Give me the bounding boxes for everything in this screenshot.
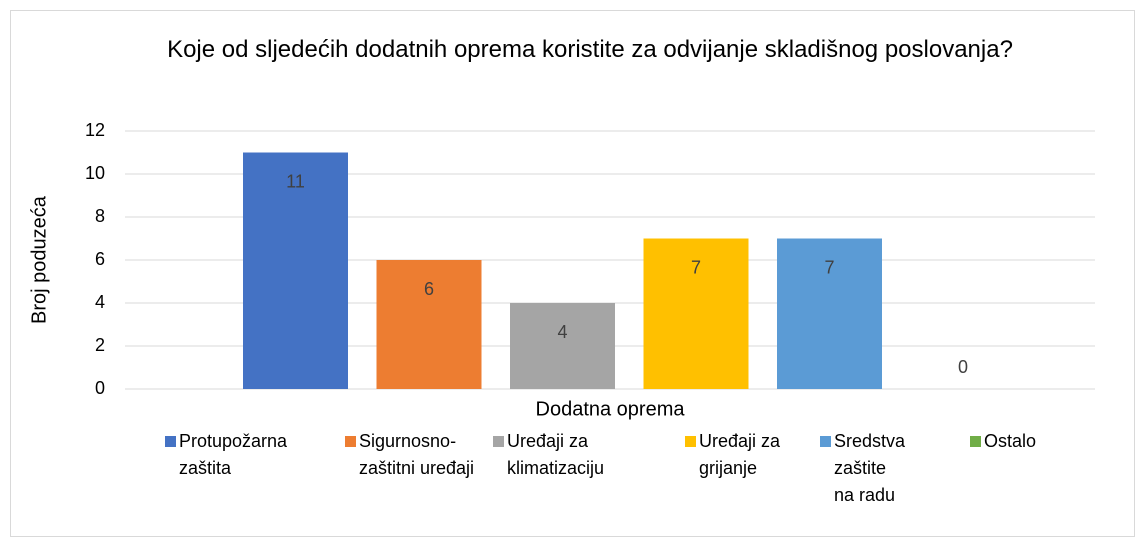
- legend-swatch: [685, 436, 696, 447]
- chart-frame: [10, 10, 1135, 537]
- legend-label: Uređaji za grijanje: [699, 431, 781, 478]
- x-axis-label: Dodatna oprema: [536, 398, 686, 420]
- bar: [777, 238, 882, 389]
- y-axis-label: Broj poduzeća: [28, 195, 50, 324]
- data-label: 0: [958, 357, 968, 377]
- y-tick-label: 10: [85, 163, 105, 183]
- y-tick-label: 6: [95, 249, 105, 269]
- legend-item: Protupožarna zaštita: [165, 428, 339, 482]
- legend-label: Protupožarna zaštita: [179, 431, 288, 478]
- y-tick-label: 12: [85, 120, 105, 140]
- legend-item: Sredstva zaštite na radu: [820, 428, 924, 509]
- legend-item: Ostalo: [970, 428, 1074, 455]
- legend-swatch: [165, 436, 176, 447]
- legend-item: Uređaji za grijanje: [685, 428, 819, 482]
- y-tick-label: 0: [95, 378, 105, 398]
- bar: [243, 152, 348, 389]
- bar: [510, 303, 615, 389]
- legend-swatch: [970, 436, 981, 447]
- bar: [643, 238, 749, 389]
- data-label: 7: [691, 257, 701, 277]
- legend-label: Sigurnosno-zaštitni uređaji: [359, 431, 475, 478]
- data-label: 7: [824, 257, 834, 277]
- data-label: 6: [424, 279, 434, 299]
- y-tick-label: 2: [95, 335, 105, 355]
- legend-label: Ostalo: [984, 431, 1037, 451]
- legend-label: Sredstva zaštite na radu: [834, 431, 906, 505]
- data-label: 11: [286, 171, 305, 191]
- y-tick-label: 4: [95, 292, 105, 312]
- legend-swatch: [345, 436, 356, 447]
- legend-label: Uređaji za klimatizaciju: [507, 431, 605, 478]
- legend-swatch: [493, 436, 504, 447]
- data-label: 4: [557, 322, 567, 342]
- y-tick-label: 8: [95, 206, 105, 226]
- legend-swatch: [820, 436, 831, 447]
- chart-title: Koje od sljedećih dodatnih oprema korist…: [167, 36, 1013, 63]
- bar: [376, 260, 482, 389]
- legend-item: Sigurnosno-zaštitni uređaji: [345, 428, 499, 482]
- legend-item: Uređaji za klimatizaciju: [493, 428, 687, 482]
